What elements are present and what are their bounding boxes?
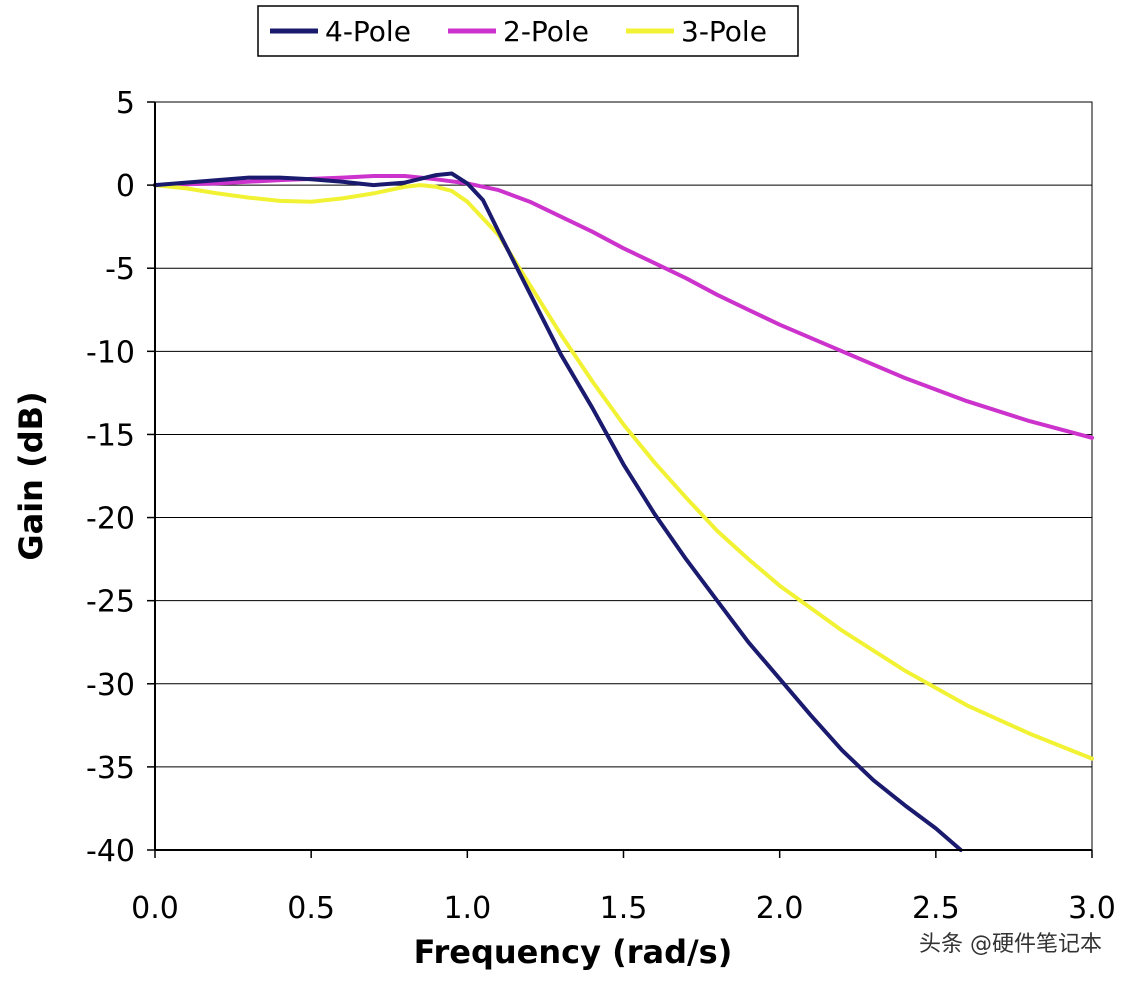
watermark: 头条 @硬件笔记本: [919, 932, 1102, 957]
x-tick-label: 3.0: [1068, 891, 1116, 926]
y-tick-label: 5: [116, 86, 135, 121]
y-tick-label: -35: [86, 751, 135, 786]
series-line-3-pole: [153, 183, 1094, 761]
x-tick-label: 2.5: [912, 891, 960, 926]
y-tick-label: -40: [86, 834, 135, 869]
plot-area: [153, 101, 1094, 852]
plot-frame: [154, 101, 1093, 851]
legend-box: [257, 5, 799, 57]
x-tick-label: 1.5: [600, 891, 648, 926]
series-group: [153, 171, 1094, 852]
series-line-4-pole: [153, 171, 963, 852]
x-tick-label: 2.0: [756, 891, 804, 926]
y-tick-label: -5: [105, 252, 135, 287]
x-axis-title: Frequency (rad/s): [414, 933, 733, 971]
legend-label-3-pole: 3-Pole: [681, 15, 767, 48]
x-axis-ticks: 0.0 0.5 1.0 1.5 2.0 2.5 3.0: [131, 850, 1116, 926]
gridlines: [155, 101, 1092, 851]
legend-label-2-pole: 2-Pole: [503, 15, 589, 48]
y-tick-label: -25: [86, 585, 135, 620]
y-tick-label: -20: [86, 502, 135, 537]
y-tick-label: 0: [116, 169, 135, 204]
x-tick-label: 0.5: [287, 891, 335, 926]
series-line-2-pole: [153, 174, 1094, 440]
y-axis-ticks: 5 0 -5 -10 -15 -20 -25 -30 -35 -40: [86, 86, 155, 869]
y-tick-label: -15: [86, 418, 135, 453]
y-axis-title: Gain (dB): [12, 391, 50, 560]
y-tick-label: -10: [86, 335, 135, 370]
legend: 4-Pole 2-Pole 3-Pole: [257, 5, 799, 57]
legend-label-4-pole: 4-Pole: [325, 15, 411, 48]
y-tick-label: -30: [86, 668, 135, 703]
x-tick-label: 1.0: [443, 891, 491, 926]
x-tick-label: 0.0: [131, 891, 179, 926]
